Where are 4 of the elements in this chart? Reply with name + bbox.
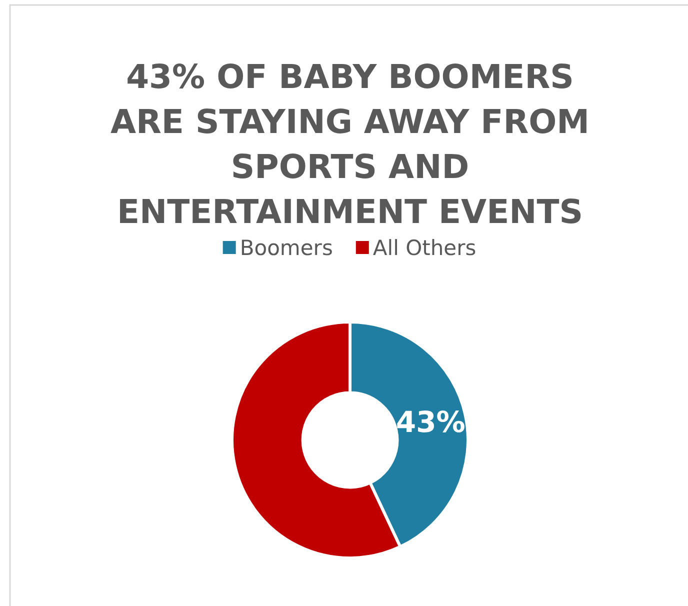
legend-label: Boomers	[240, 236, 333, 260]
legend-label: All Others	[372, 236, 476, 260]
data-label: 43%	[396, 404, 466, 439]
chart-title: 43% OF BABY BOOMERS ARE STAYING AWAY FROM SPORTS AND ENTERTAINMENT EVENTS	[110, 57, 590, 231]
